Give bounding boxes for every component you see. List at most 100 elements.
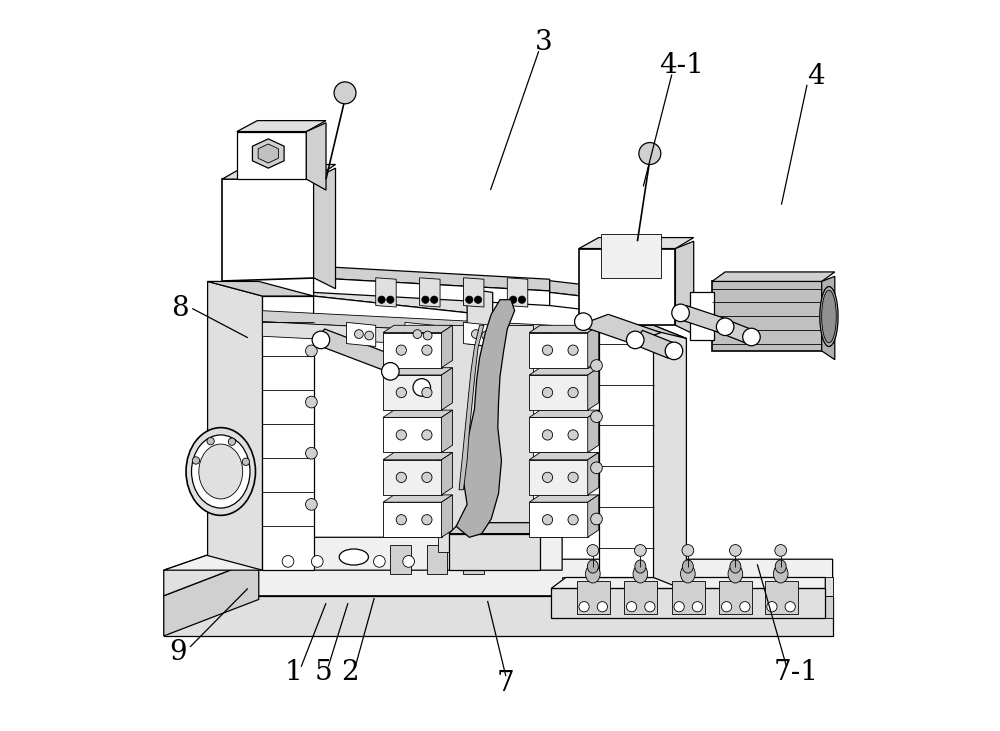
Polygon shape bbox=[624, 581, 657, 614]
Ellipse shape bbox=[820, 287, 838, 346]
Ellipse shape bbox=[775, 560, 786, 573]
Polygon shape bbox=[262, 311, 551, 336]
Polygon shape bbox=[712, 272, 835, 281]
Polygon shape bbox=[449, 523, 551, 534]
Polygon shape bbox=[690, 292, 714, 340]
Ellipse shape bbox=[728, 564, 743, 583]
Polygon shape bbox=[579, 249, 675, 325]
Circle shape bbox=[334, 82, 356, 104]
Circle shape bbox=[374, 556, 385, 567]
Polygon shape bbox=[442, 495, 452, 537]
Polygon shape bbox=[314, 329, 401, 373]
Circle shape bbox=[635, 545, 646, 556]
Circle shape bbox=[591, 513, 602, 525]
Polygon shape bbox=[442, 410, 452, 452]
Polygon shape bbox=[222, 164, 336, 179]
Circle shape bbox=[518, 296, 526, 303]
Polygon shape bbox=[529, 333, 588, 368]
Text: 7: 7 bbox=[497, 670, 515, 697]
Circle shape bbox=[639, 143, 661, 164]
Polygon shape bbox=[164, 596, 833, 636]
Polygon shape bbox=[601, 234, 661, 278]
Polygon shape bbox=[588, 495, 599, 537]
Ellipse shape bbox=[682, 560, 693, 573]
Polygon shape bbox=[164, 559, 259, 636]
Polygon shape bbox=[383, 333, 442, 368]
Circle shape bbox=[682, 545, 694, 556]
Polygon shape bbox=[449, 534, 540, 570]
Circle shape bbox=[674, 602, 684, 612]
Polygon shape bbox=[632, 330, 679, 358]
Polygon shape bbox=[579, 238, 694, 249]
Polygon shape bbox=[456, 300, 515, 537]
Polygon shape bbox=[306, 123, 326, 190]
Circle shape bbox=[591, 411, 602, 423]
Circle shape bbox=[396, 345, 406, 355]
Circle shape bbox=[207, 437, 214, 444]
Circle shape bbox=[378, 296, 385, 303]
Circle shape bbox=[242, 458, 250, 466]
Circle shape bbox=[413, 379, 431, 396]
Text: 3: 3 bbox=[535, 29, 553, 56]
Text: 2: 2 bbox=[341, 659, 359, 686]
Polygon shape bbox=[529, 460, 588, 495]
Circle shape bbox=[396, 472, 406, 482]
Polygon shape bbox=[529, 325, 599, 333]
Polygon shape bbox=[529, 417, 588, 452]
Polygon shape bbox=[675, 241, 694, 334]
Polygon shape bbox=[719, 581, 752, 614]
Polygon shape bbox=[672, 581, 705, 614]
Circle shape bbox=[422, 472, 432, 482]
Circle shape bbox=[355, 330, 363, 338]
Text: 9: 9 bbox=[170, 639, 187, 665]
Polygon shape bbox=[588, 368, 599, 410]
Circle shape bbox=[474, 296, 482, 303]
Circle shape bbox=[568, 472, 578, 482]
Text: 5: 5 bbox=[314, 659, 332, 686]
Polygon shape bbox=[463, 545, 484, 574]
Circle shape bbox=[413, 330, 422, 338]
Polygon shape bbox=[577, 581, 610, 614]
Ellipse shape bbox=[773, 564, 788, 583]
Ellipse shape bbox=[192, 435, 250, 508]
Circle shape bbox=[422, 296, 429, 303]
Polygon shape bbox=[383, 417, 442, 452]
Circle shape bbox=[579, 602, 589, 612]
Circle shape bbox=[626, 602, 637, 612]
Circle shape bbox=[396, 430, 406, 440]
Polygon shape bbox=[383, 375, 442, 410]
Ellipse shape bbox=[186, 428, 255, 515]
Circle shape bbox=[471, 330, 480, 338]
Circle shape bbox=[422, 345, 432, 355]
Circle shape bbox=[775, 545, 787, 556]
Circle shape bbox=[575, 313, 592, 330]
Polygon shape bbox=[765, 581, 798, 614]
Polygon shape bbox=[579, 314, 661, 344]
Polygon shape bbox=[529, 375, 588, 410]
Polygon shape bbox=[405, 322, 434, 346]
Polygon shape bbox=[383, 410, 452, 417]
Ellipse shape bbox=[681, 564, 695, 583]
Polygon shape bbox=[822, 276, 835, 360]
Circle shape bbox=[396, 387, 406, 398]
Circle shape bbox=[716, 318, 734, 336]
Circle shape bbox=[403, 556, 414, 567]
Ellipse shape bbox=[586, 564, 600, 583]
Text: 4: 4 bbox=[807, 64, 825, 90]
Polygon shape bbox=[383, 368, 452, 375]
Polygon shape bbox=[314, 281, 482, 314]
Polygon shape bbox=[252, 139, 284, 168]
Polygon shape bbox=[442, 368, 452, 410]
Polygon shape bbox=[237, 132, 306, 179]
Text: 4-1: 4-1 bbox=[659, 53, 704, 79]
Circle shape bbox=[510, 296, 517, 303]
Ellipse shape bbox=[587, 560, 598, 573]
Polygon shape bbox=[314, 278, 550, 306]
Circle shape bbox=[387, 296, 394, 303]
Polygon shape bbox=[712, 281, 822, 351]
Polygon shape bbox=[599, 325, 686, 338]
Polygon shape bbox=[390, 545, 411, 574]
Polygon shape bbox=[463, 278, 484, 307]
Circle shape bbox=[672, 304, 689, 322]
Circle shape bbox=[396, 515, 406, 525]
